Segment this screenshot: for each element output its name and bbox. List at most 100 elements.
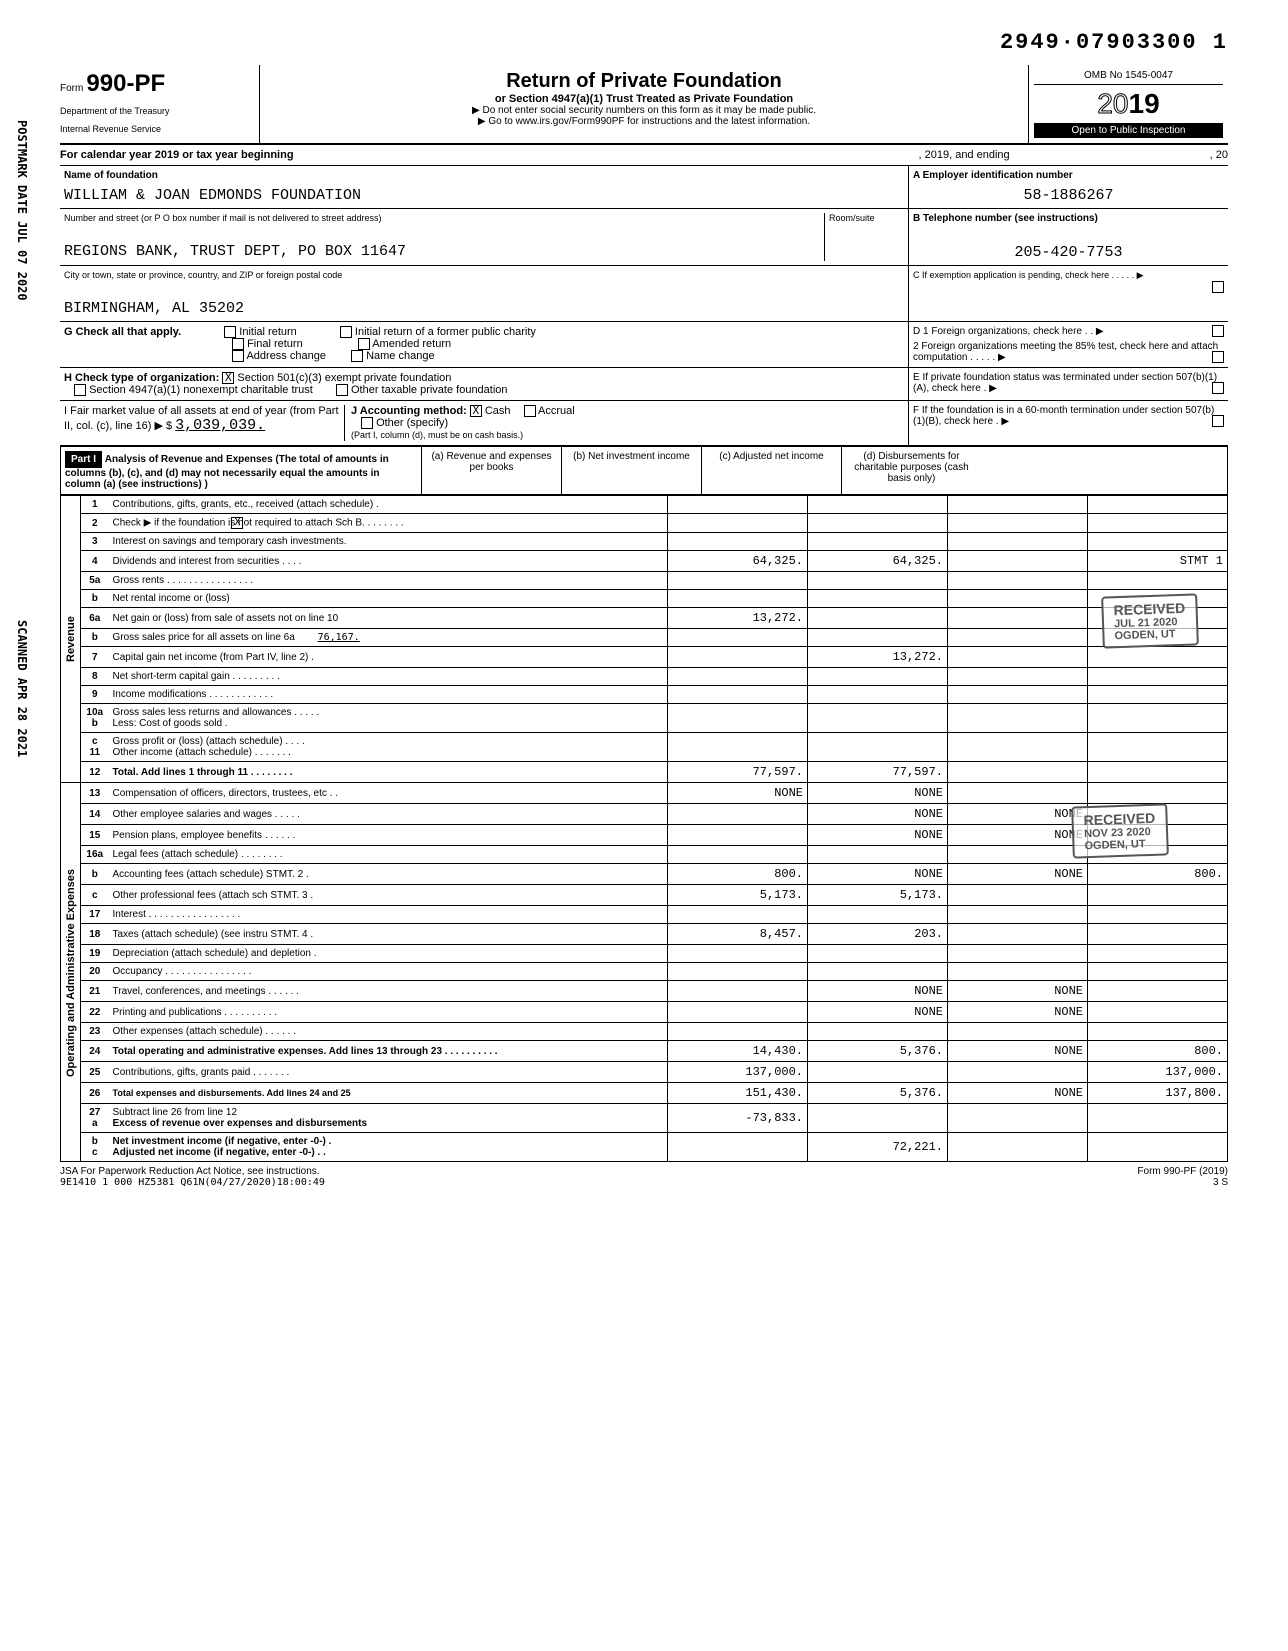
line-desc: Other income (attach schedule) . . . . .…: [113, 747, 291, 758]
ein-value: 58-1886267: [913, 187, 1224, 204]
table-row: 7Capital gain net income (from Part IV, …: [61, 647, 1228, 668]
table-row: 24Total operating and administrative exp…: [61, 1041, 1228, 1062]
table-row: 2Check ▶ if the foundation is not requir…: [61, 514, 1228, 533]
amt: 13,272.: [668, 608, 808, 629]
phone-label: B Telephone number (see instructions): [913, 213, 1224, 224]
part1-label: Part I: [65, 451, 102, 468]
table-row: bAccounting fees (attach schedule) STMT.…: [61, 864, 1228, 885]
part1-header: Part I Analysis of Revenue and Expenses …: [60, 446, 1228, 495]
line-desc: Total. Add lines 1 through 11 . . . . . …: [109, 762, 668, 783]
line-desc: Other employee salaries and wages . . . …: [109, 804, 668, 825]
amt: NONE: [808, 825, 948, 846]
h-501-cb[interactable]: X: [222, 372, 234, 384]
amt: NONE: [948, 981, 1088, 1002]
c-checkbox[interactable]: [1212, 281, 1224, 293]
col-c-hdr: (c) Adjusted net income: [701, 447, 841, 494]
g-row: G Check all that apply. Initial return I…: [60, 322, 1228, 368]
city-value: BIRMINGHAM, AL 35202: [64, 300, 904, 317]
table-row: 20Occupancy . . . . . . . . . . . . . . …: [61, 963, 1228, 981]
line-desc: Excess of revenue over expenses and disb…: [113, 1118, 368, 1129]
table-row: bcNet investment income (if negative, en…: [61, 1133, 1228, 1162]
e-label: E If private foundation status was termi…: [913, 372, 1224, 394]
amt: 77,597.: [668, 762, 808, 783]
table-row: 4Dividends and interest from securities …: [61, 551, 1228, 572]
amt: NONE: [948, 804, 1088, 825]
stamp1-line3: OGDEN, UT: [1115, 628, 1187, 642]
table-row: 16aLegal fees (attach schedule) . . . . …: [61, 846, 1228, 864]
amt: 5,376.: [808, 1083, 948, 1104]
table-row: Operating and Administrative Expenses 13…: [61, 783, 1228, 804]
g-addr-cb[interactable]: [232, 350, 244, 362]
table-row: 9Income modifications . . . . . . . . . …: [61, 686, 1228, 704]
table-row: 17Interest . . . . . . . . . . . . . . .…: [61, 906, 1228, 924]
cal-mid: , 2019, and ending: [919, 149, 1010, 161]
h-other-cb[interactable]: [336, 384, 348, 396]
table-row: 3Interest on savings and temporary cash …: [61, 533, 1228, 551]
form-header: Form 990-PF Department of the Treasury I…: [60, 65, 1228, 145]
table-row: bGross sales price for all assets on lin…: [61, 629, 1228, 647]
line-desc: Printing and publications . . . . . . . …: [109, 1002, 668, 1023]
name-row: Name of foundation WILLIAM & JOAN EDMOND…: [60, 166, 1228, 209]
amt: NONE: [948, 864, 1088, 885]
amt: -73,833.: [668, 1104, 808, 1133]
form-prefix: Form: [60, 83, 83, 94]
line-desc: Capital gain net income (from Part IV, l…: [109, 647, 668, 668]
expenses-label: Operating and Administrative Expenses: [61, 783, 81, 1162]
d1-checkbox[interactable]: [1212, 325, 1224, 337]
amt: STMT 1: [1088, 551, 1228, 572]
year-outline: 20: [1097, 88, 1128, 119]
line-desc: Gross sales price for all assets on line…: [113, 632, 295, 643]
addr-label: Number and street (or P O box number if …: [64, 213, 824, 223]
line-desc: Gross sales less returns and allowances …: [113, 707, 320, 718]
amt: NONE: [948, 1002, 1088, 1023]
received-stamp-1: RECEIVED JUL 21 2020 OGDEN, UT: [1102, 594, 1199, 649]
footer-code: 9E1410 1 000 HZ5381 Q61N(04/27/2020)18:0…: [60, 1177, 325, 1188]
phone-value: 205-420-7753: [913, 244, 1224, 261]
j-cash-cb[interactable]: X: [470, 405, 482, 417]
g-initial-former-cb[interactable]: [340, 326, 352, 338]
table-row: 15Pension plans, employee benefits . . .…: [61, 825, 1228, 846]
line-num: 1: [81, 496, 109, 514]
part1-table: Revenue 1 Contributions, gifts, grants, …: [60, 495, 1228, 1162]
g-name-change: Name change: [366, 350, 435, 362]
line-desc: Less: Cost of goods sold .: [113, 718, 228, 729]
j-other-cb[interactable]: [361, 417, 373, 429]
g-final-cb[interactable]: [232, 338, 244, 350]
form-number-box: Form 990-PF Department of the Treasury I…: [60, 65, 260, 143]
amt: NONE: [668, 783, 808, 804]
line-desc: Net rental income or (loss): [109, 590, 668, 608]
line-desc: Occupancy . . . . . . . . . . . . . . . …: [109, 963, 668, 981]
col-d-hdr: (d) Disbursements for charitable purpose…: [841, 447, 981, 494]
f-checkbox[interactable]: [1212, 415, 1224, 427]
table-row: 23Other expenses (attach schedule) . . .…: [61, 1023, 1228, 1041]
document-number: 2949·07903300 1: [60, 30, 1228, 55]
d2-checkbox[interactable]: [1212, 351, 1224, 363]
g-amended-cb[interactable]: [358, 338, 370, 350]
line-desc: Legal fees (attach schedule) . . . . . .…: [109, 846, 668, 864]
amt: 800.: [1088, 864, 1228, 885]
l6b-val: 76,167.: [318, 632, 360, 643]
table-row: 12Total. Add lines 1 through 11 . . . . …: [61, 762, 1228, 783]
g-final: Final return: [247, 338, 303, 350]
footer-pg: 3 S: [1137, 1177, 1228, 1188]
table-row: 22Printing and publications . . . . . . …: [61, 1002, 1228, 1023]
j-cash: Cash: [485, 405, 511, 417]
e-checkbox[interactable]: [1212, 382, 1224, 394]
d2-label: 2 Foreign organizations meeting the 85% …: [913, 341, 1224, 363]
g-name-cb[interactable]: [351, 350, 363, 362]
d1-label: D 1 Foreign organizations, check here . …: [913, 326, 1224, 337]
table-row: 21Travel, conferences, and meetings . . …: [61, 981, 1228, 1002]
g-initial-cb[interactable]: [224, 326, 236, 338]
l2-checkbox[interactable]: X: [231, 517, 243, 529]
amt: 137,000.: [1088, 1062, 1228, 1083]
footer-jsa: JSA For Paperwork Reduction Act Notice, …: [60, 1166, 325, 1177]
amt: 5,173.: [808, 885, 948, 906]
j-accrual-cb[interactable]: [524, 405, 536, 417]
city-row: City or town, state or province, country…: [60, 266, 1228, 322]
line-desc: Total expenses and disbursements. Add li…: [109, 1083, 668, 1104]
line-desc: Net gain or (loss) from sale of assets n…: [109, 608, 668, 629]
h-4947-cb[interactable]: [74, 384, 86, 396]
amt: 64,325.: [668, 551, 808, 572]
f-label: F If the foundation is in a 60-month ter…: [913, 405, 1224, 427]
table-row: cOther professional fees (attach sch STM…: [61, 885, 1228, 906]
